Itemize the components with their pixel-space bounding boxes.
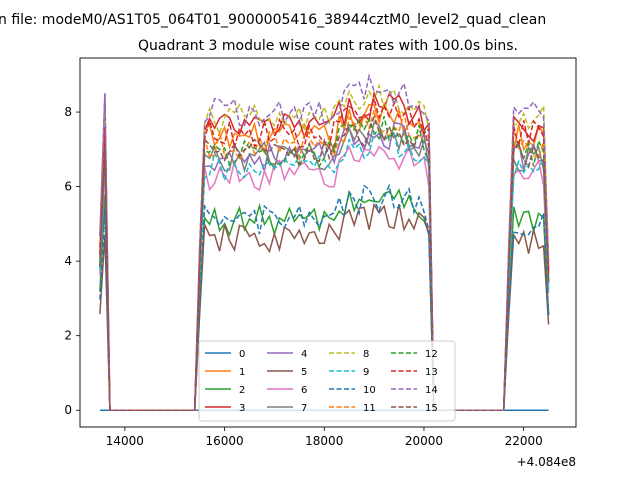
legend-label: 3 [239,403,245,414]
x-tick-label: 16000 [205,434,243,448]
legend-label: 12 [425,349,438,360]
figure-suptitle: n file: modeM0/AS1T05_064T01_9000005416_… [0,12,546,28]
legend-label: 15 [425,403,438,414]
y-tick-label: 2 [64,329,72,343]
y-tick-label: 8 [64,105,72,119]
plot-lines [99,73,550,411]
y-tick-label: 4 [64,254,72,268]
legend-label: 0 [239,349,245,360]
series-line-15 [99,114,550,411]
legend-label: 1 [239,367,245,378]
legend-label: 5 [301,367,307,378]
x-axis-offset-label: +4.084e8 [517,455,576,469]
plot-frame [79,57,577,428]
y-tick-label: 0 [64,403,72,417]
legend-label: 14 [425,385,438,396]
legend-label: 4 [301,349,307,360]
legend-label: 2 [239,385,245,396]
x-tick-label: 20000 [405,434,443,448]
legend-label: 11 [363,403,376,414]
legend-label: 10 [363,385,376,396]
legend-frame [198,340,456,422]
legend-label: 9 [363,367,369,378]
x-axis: 14000 16000 18000 20000 22000 [106,427,543,448]
legend-label: 7 [301,403,307,414]
y-tick-label: 6 [64,180,72,194]
legend-label: 13 [425,367,438,378]
chart-title: Quadrant 3 module wise count rates with … [138,38,518,54]
series-line-14 [99,73,550,411]
x-tick-label: 14000 [106,434,144,448]
x-tick-label: 18000 [305,434,343,448]
legend-label: 8 [363,349,369,360]
legend-label: 6 [301,385,307,396]
y-axis: 0 2 4 6 8 [64,105,80,417]
x-tick-label: 22000 [505,434,543,448]
